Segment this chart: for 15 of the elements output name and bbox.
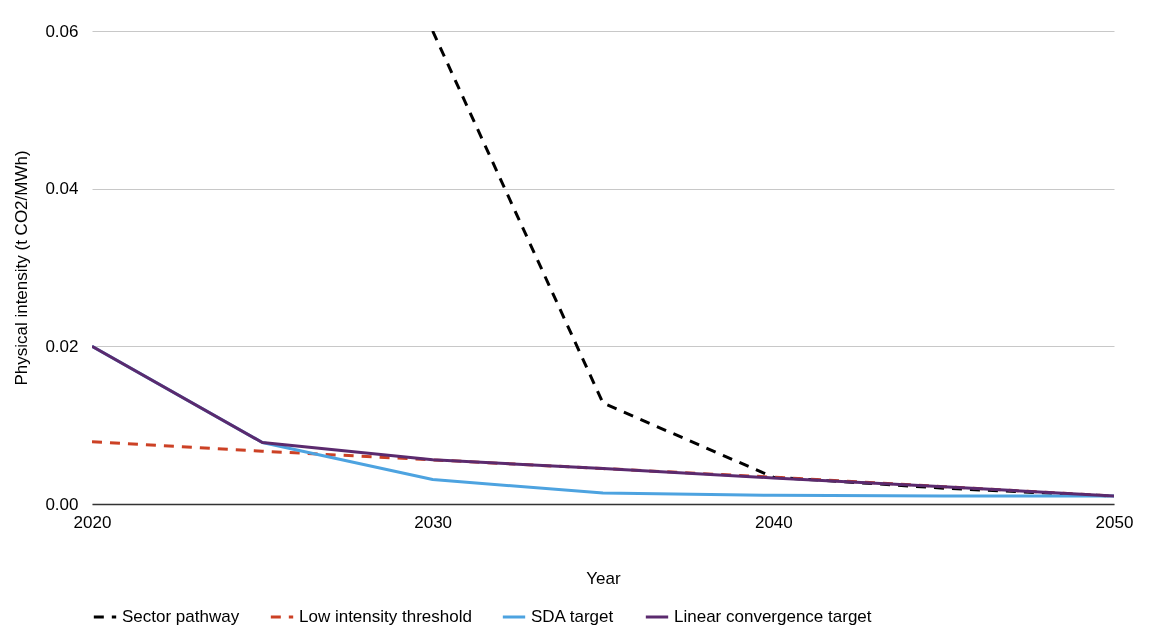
y-tick-label: 0.06 [45,21,79,41]
y-tick-label: 0.04 [45,179,79,199]
legend-label: Sector pathway [122,607,240,626]
legend-label: Linear convergence target [674,607,872,626]
legend-label: SDA target [531,607,614,626]
y-tick-label: 0.02 [45,336,79,356]
y-tick-label: 0.00 [45,494,79,514]
x-tick-label: 2020 [73,512,112,532]
x-axis-title: Year [586,568,622,588]
y-axis-title: Physical intensity (t CO2/MWh) [12,150,32,386]
legend-label: Low intensity threshold [299,607,472,626]
x-tick-label: 2030 [414,512,453,532]
x-tick-label: 2040 [754,512,793,532]
line-series [92,344,1114,498]
x-tick-label: 2050 [1095,512,1134,532]
